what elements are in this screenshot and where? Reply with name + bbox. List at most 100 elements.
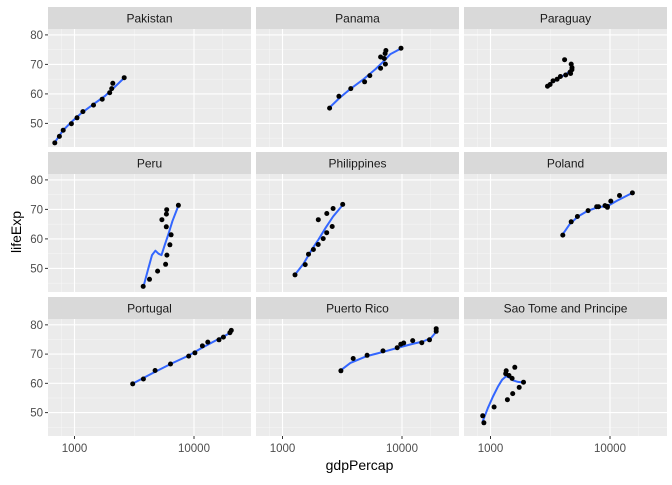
data-point (382, 61, 388, 67)
y-tick-label: 50 (30, 118, 43, 130)
y-tick-label: 70 (30, 349, 43, 361)
facet-sao-tome-and-principe: Sao Tome and Principe 1000 10000 (464, 297, 667, 455)
data-point (324, 230, 330, 236)
data-point (608, 198, 614, 204)
data-point (398, 45, 404, 51)
data-point (109, 86, 115, 92)
panel-background (464, 29, 667, 147)
smooth-line (142, 204, 180, 289)
data-point (68, 121, 74, 127)
data-point (617, 193, 622, 198)
facet-strip-label: Poland (547, 157, 584, 171)
data-point (594, 204, 600, 210)
data-point (516, 384, 522, 390)
data-point (91, 102, 96, 108)
facet-paraguay: Paraguay (464, 7, 667, 147)
facet-strip (464, 7, 667, 29)
data-point (107, 90, 113, 96)
data-point (220, 334, 226, 340)
data-point (327, 105, 333, 111)
data-point (383, 48, 389, 53)
data-point (419, 340, 425, 346)
data-point (562, 57, 568, 63)
data-point (164, 252, 170, 258)
data-point (512, 364, 518, 370)
data-point (110, 80, 116, 86)
data-point (168, 361, 173, 367)
facet-strip (464, 152, 667, 174)
data-point (99, 96, 105, 102)
data-point (163, 224, 169, 230)
facet-strip (256, 152, 459, 174)
data-point (130, 381, 136, 387)
y-tick-label: 70 (30, 204, 43, 216)
data-point (80, 109, 86, 115)
y-axis-title: lifeExp (8, 211, 24, 253)
panel-background (48, 29, 251, 147)
facet-strip (48, 7, 251, 29)
facet-strip-label: Pakistan (126, 12, 172, 26)
data-point (292, 272, 298, 278)
facet-panama: Panama (256, 7, 459, 147)
data-point (557, 74, 563, 79)
facet-strip-label: Sao Tome and Principe (504, 302, 628, 316)
data-point (60, 127, 66, 133)
y-tick-label: 60 (30, 89, 43, 101)
data-point (163, 211, 169, 217)
data-point (315, 217, 321, 223)
data-point (568, 219, 574, 225)
data-point (563, 72, 569, 78)
y-tick-label: 70 (30, 59, 43, 71)
data-point (315, 242, 321, 247)
panel-background (464, 174, 667, 292)
y-tick-label: 80 (30, 175, 43, 187)
data-point (175, 202, 181, 208)
facet-philippines: Philippines (256, 152, 459, 292)
facet-strip (256, 7, 459, 29)
data-point (491, 404, 497, 410)
x-axis-title: gdpPercap (326, 457, 394, 473)
data-point (504, 397, 510, 403)
panel-background (256, 319, 459, 436)
data-point (481, 420, 487, 426)
data-point (164, 207, 170, 213)
data-point (364, 352, 370, 358)
data-point (510, 391, 516, 397)
data-point (378, 54, 384, 60)
data-point (56, 133, 62, 139)
facet-pakistan: Pakistan 50 60 70 80 (30, 7, 251, 147)
data-point (521, 379, 526, 385)
data-point (362, 79, 368, 85)
smooth-line (481, 375, 525, 423)
x-tick-label: 1000 (62, 443, 88, 455)
data-point (410, 338, 416, 344)
y-tick-label: 80 (30, 30, 43, 42)
data-point (52, 140, 58, 146)
data-point (427, 337, 432, 343)
data-point (199, 343, 205, 349)
data-point (568, 61, 574, 67)
facet-portugal: Portugal 50 60 70 80 1000 10000 (30, 297, 251, 455)
facet-strip-label: Puerto Rico (326, 302, 389, 316)
panel-background (464, 319, 667, 436)
data-point (159, 217, 165, 223)
data-point (348, 86, 354, 92)
data-point (629, 190, 635, 196)
x-tick-label: 1000 (270, 443, 296, 455)
data-point (401, 340, 407, 346)
data-point (340, 201, 346, 207)
data-point (604, 203, 610, 209)
facet-strip-label: Portugal (127, 302, 172, 316)
data-point (585, 208, 591, 214)
data-point (302, 262, 308, 268)
data-point (324, 211, 330, 216)
data-point (186, 353, 192, 359)
data-point (394, 345, 400, 351)
data-point (152, 368, 158, 373)
data-point (338, 368, 344, 374)
data-point (550, 78, 556, 84)
data-point (140, 376, 146, 382)
data-point (228, 327, 234, 333)
y-tick-label: 80 (30, 320, 43, 332)
data-point (140, 283, 146, 289)
